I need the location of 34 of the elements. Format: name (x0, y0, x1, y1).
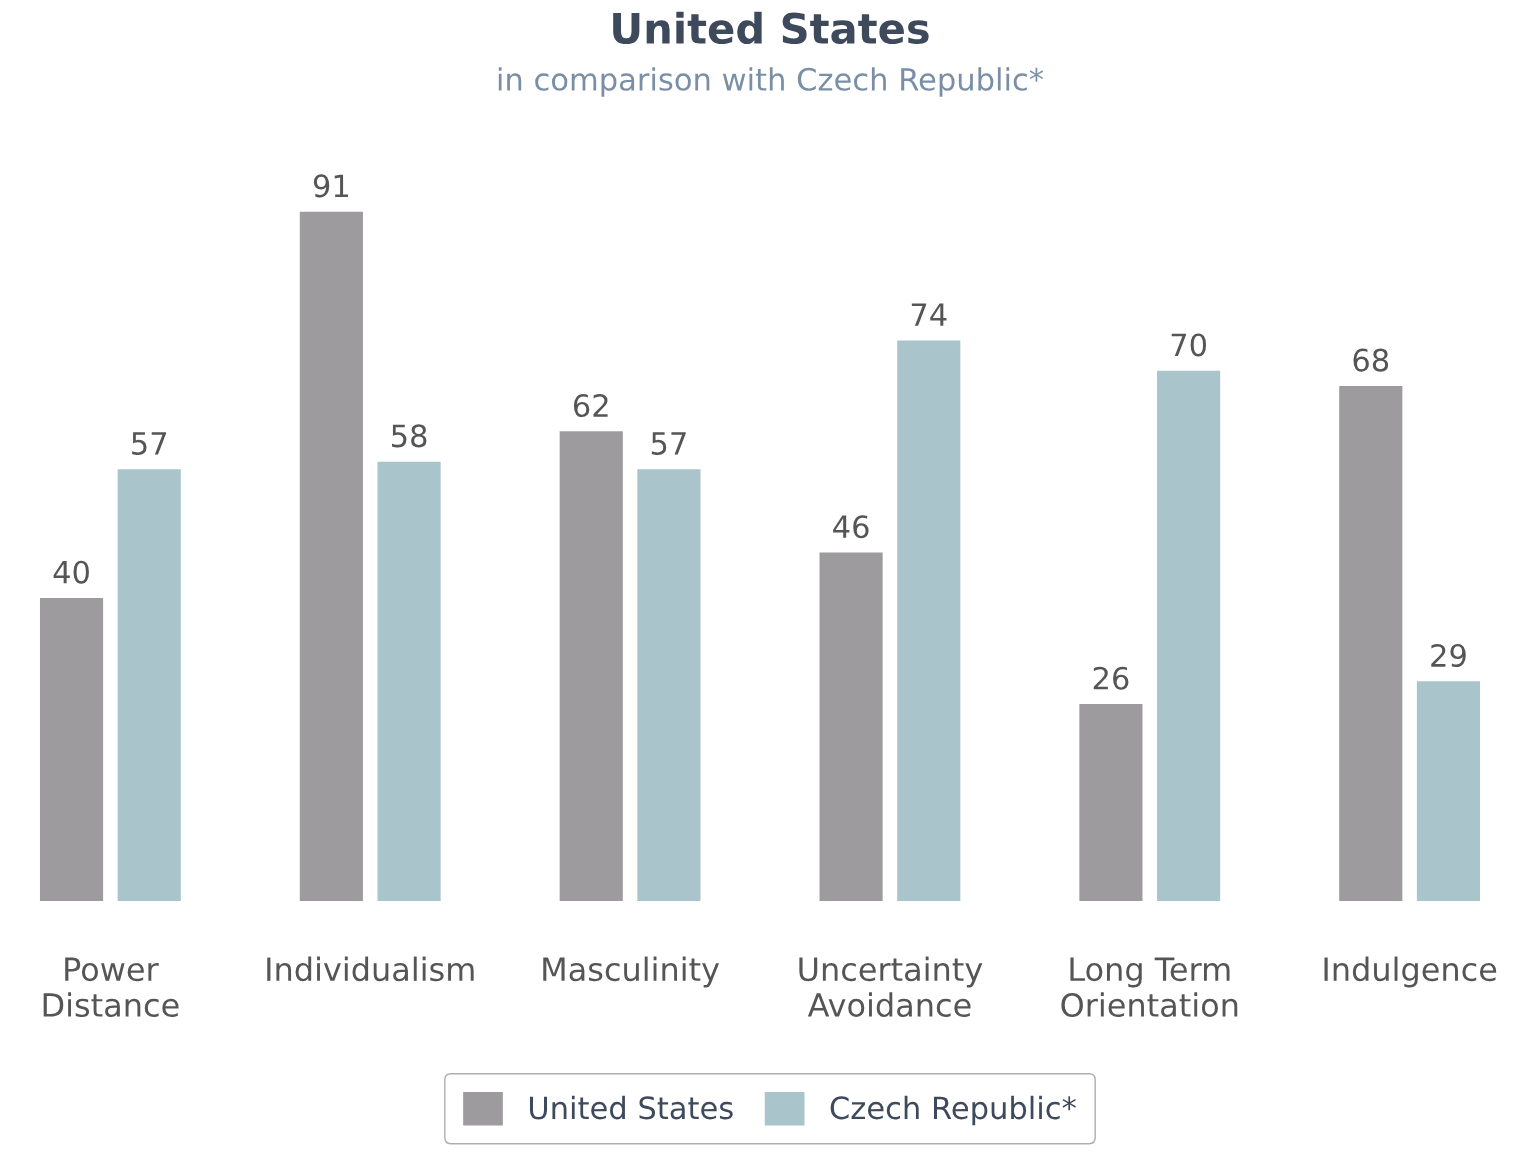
data-label: 70 (1171, 333, 1207, 357)
x-tick-label: Long Term Orientation (1061, 957, 1238, 1018)
data-label: 91 (313, 174, 348, 198)
chart-subtitle: in comparison with Czech Republic* (498, 67, 1044, 97)
bar (117, 469, 181, 901)
x-tick-label: Individualism (267, 956, 474, 982)
bar (1416, 681, 1481, 901)
data-label: 46 (833, 515, 869, 539)
data-label: 58 (391, 424, 427, 448)
data-label: 57 (651, 432, 686, 455)
chart-title: United States (613, 11, 929, 45)
x-tick-label: Uncertainty Avoidance (799, 956, 983, 1018)
bar (39, 598, 104, 901)
x-tick-label: Indulgence (1324, 956, 1497, 988)
data-label: 68 (1353, 348, 1389, 372)
bar (897, 340, 961, 901)
bar (637, 469, 701, 901)
data-label: 62 (573, 393, 608, 418)
bar (1339, 385, 1403, 901)
legend-label: United States (529, 1095, 733, 1120)
data-label: 26 (1093, 666, 1129, 690)
bar (1157, 370, 1221, 901)
bar (819, 552, 883, 901)
x-tick-label: Power Distance (43, 957, 179, 1018)
data-label: 74 (911, 303, 947, 326)
data-label: 40 (53, 560, 89, 584)
bar (1079, 704, 1143, 901)
data-label: 29 (1431, 643, 1466, 668)
x-tick-label: Masculinity (543, 956, 720, 988)
bar (377, 461, 441, 901)
bar (299, 211, 363, 901)
legend-label: Czech Republic* (830, 1095, 1076, 1126)
bar (559, 431, 623, 901)
data-label: 57 (132, 432, 167, 455)
